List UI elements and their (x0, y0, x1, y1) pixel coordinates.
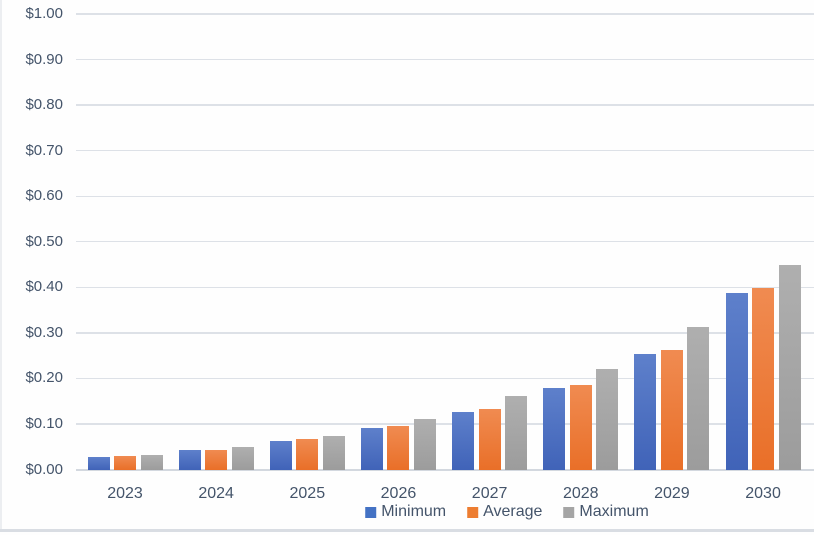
y-axis-tick-label: $0.30 (25, 323, 63, 341)
y-axis-tick-label: $0.80 (25, 96, 63, 114)
x-axis-label-2027: 2027 (471, 485, 508, 502)
y-axis-tick-label: $0.70 (25, 141, 63, 159)
x-axis-label-2028: 2028 (562, 485, 599, 502)
bar-minimum-2023 (87, 456, 110, 470)
bar-group-2023 (87, 454, 163, 470)
legend-label: Maximum (579, 503, 649, 520)
bar-group-2027 (452, 395, 528, 470)
y-axis-tick-label: $0.60 (25, 187, 63, 205)
gridline (76, 332, 814, 334)
bar-maximum-2027 (505, 395, 528, 470)
bar-average-2030 (752, 288, 775, 470)
gridline (76, 241, 814, 243)
x-axis-label-2029: 2029 (654, 485, 690, 502)
bar-minimum-2030 (725, 293, 748, 470)
bar-maximum-2030 (778, 264, 801, 470)
bar-maximum-2026 (413, 418, 436, 470)
gridline (76, 195, 814, 197)
bar-average-2026 (387, 425, 410, 470)
gridline (76, 13, 814, 15)
gridline (76, 149, 814, 152)
gridline (76, 104, 814, 106)
chart-left-border (0, 0, 2, 529)
chart-legend: Minimum Average Maximum (365, 503, 649, 521)
bar-group-2025 (269, 435, 345, 470)
bar-average-2025 (296, 439, 319, 470)
bar-maximum-2028 (596, 368, 619, 470)
bar-average-2023 (114, 455, 136, 470)
y-axis-tick-label: $0.40 (25, 278, 63, 296)
y-axis-tick-label: $0.20 (25, 369, 63, 387)
bar-average-2027 (478, 409, 501, 470)
y-axis-tick-label: $0.00 (25, 460, 63, 478)
bar-average-2024 (205, 449, 228, 470)
gridline (76, 423, 814, 425)
bar-minimum-2025 (269, 440, 292, 470)
bar-minimum-2029 (634, 353, 657, 470)
bar-group-2029 (634, 326, 710, 470)
gridline (76, 286, 814, 288)
bar-maximum-2023 (140, 454, 163, 470)
chart-bottom-border (0, 529, 814, 532)
bar-minimum-2028 (543, 387, 566, 470)
y-axis-tick-label: $0.50 (25, 232, 63, 250)
x-axis-line (76, 468, 814, 471)
bar-minimum-2024 (178, 450, 201, 470)
y-axis-tick-label: $1.00 (25, 5, 63, 22)
bar-maximum-2029 (687, 326, 710, 470)
legend-swatch-icon (467, 507, 479, 518)
y-axis-tick-label: $0.90 (25, 50, 63, 68)
x-axis-label-2023: 2023 (107, 485, 143, 502)
bar-maximum-2025 (322, 435, 345, 470)
legend-swatch-icon (563, 507, 575, 518)
bar-average-2028 (569, 384, 592, 470)
legend-label: Average (483, 503, 543, 520)
legend-swatch-icon (365, 507, 377, 518)
x-axis-label-2025: 2025 (289, 485, 326, 502)
bar-group-2028 (543, 368, 619, 470)
gridline (76, 58, 814, 61)
legend-label: Minimum (381, 503, 447, 520)
x-axis-label-2026: 2026 (380, 485, 417, 502)
bar-minimum-2027 (452, 411, 475, 470)
bar-group-2030 (725, 264, 801, 470)
x-axis-label-2030: 2030 (745, 485, 781, 502)
legend-item-average: Average (467, 503, 542, 521)
gridline (76, 377, 814, 380)
bar-minimum-2026 (360, 427, 383, 470)
bar-average-2029 (660, 349, 683, 470)
x-axis-label-2024: 2024 (198, 485, 234, 502)
legend-item-maximum: Maximum (563, 503, 649, 521)
bar-group-2024 (178, 446, 254, 470)
bar-group-2026 (360, 418, 436, 470)
y-axis-tick-label: $0.10 (25, 414, 63, 432)
legend-item-minimum: Minimum (365, 503, 446, 521)
bar-maximum-2024 (231, 446, 254, 470)
